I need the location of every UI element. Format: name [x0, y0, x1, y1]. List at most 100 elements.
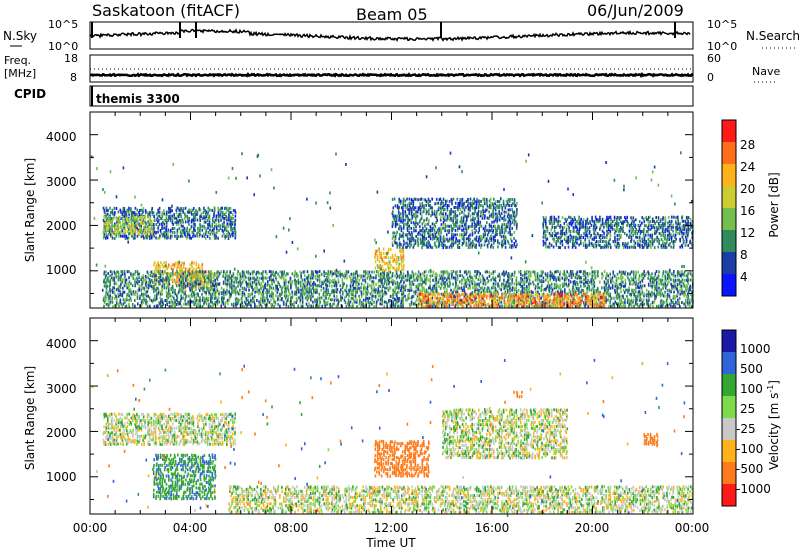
power-cell: [189, 286, 191, 290]
power-cell: [105, 222, 108, 225]
power-cell: [144, 220, 146, 224]
power-cell: [231, 274, 233, 278]
power-cell: [432, 302, 434, 306]
power-cell: [569, 280, 572, 284]
power-cell: [171, 300, 174, 304]
power-cell: [443, 286, 446, 290]
power-cell: [143, 298, 146, 302]
power-cell: [486, 270, 488, 274]
power-cell: [451, 274, 453, 278]
power-cell: [641, 276, 644, 280]
power-cell: [142, 207, 145, 211]
power-cell: [297, 280, 300, 284]
power-cell: [184, 274, 187, 278]
power-cell: [163, 226, 165, 230]
power-cell: [446, 276, 449, 280]
power-cell: [364, 304, 366, 308]
power-cell: [652, 278, 654, 282]
power-cell: [202, 288, 204, 292]
power-cell: [202, 270, 204, 274]
power-cell: [362, 292, 365, 296]
power-cell: [372, 280, 375, 284]
power-cell: [186, 282, 189, 286]
power-cell: [214, 236, 216, 240]
power-cell: [450, 232, 453, 236]
power-cell: [426, 274, 428, 278]
power-cell: [473, 280, 476, 284]
power-cell: [445, 246, 447, 249]
power-cell: [184, 290, 187, 294]
power-cell: [136, 278, 139, 282]
power-cell: [261, 274, 264, 278]
power-cell: [300, 304, 303, 308]
power-cell: [134, 232, 136, 236]
power-cell: [381, 274, 384, 278]
power-cell: [689, 270, 691, 274]
power-cell: [206, 299, 208, 302]
power-cell: [345, 272, 348, 276]
power-cell: [628, 288, 630, 292]
power-cell: [457, 239, 459, 243]
power-cell: [474, 208, 476, 212]
power-cell: [469, 214, 472, 218]
power-cell: [564, 276, 566, 280]
power-cell: [402, 247, 404, 251]
power-cell: [197, 286, 200, 290]
power-cell: [192, 232, 195, 236]
power-cell: [503, 278, 505, 282]
power-cell: [165, 276, 167, 280]
power-cell: [171, 304, 174, 308]
power-cell: [509, 288, 511, 292]
power-cell: [402, 268, 405, 272]
power-cell: [279, 304, 281, 308]
power-cell: [504, 290, 507, 294]
power-cell: [224, 213, 226, 217]
power-cell: [570, 274, 572, 278]
power-cell: [159, 265, 161, 269]
power-cell: [375, 305, 377, 308]
power-cell: [392, 255, 394, 259]
power-cell: [469, 286, 471, 290]
power-cell: [377, 286, 380, 290]
power-cell: [437, 239, 440, 243]
power-cell: [410, 198, 413, 202]
power-cell: [393, 266, 395, 270]
power-cell: [124, 212, 126, 216]
power-cell: [113, 278, 115, 282]
power-cell: [421, 241, 423, 245]
power-cell: [391, 272, 394, 275]
power-cell: [170, 234, 172, 238]
power-cell: [126, 286, 128, 290]
power-cell: [426, 241, 428, 245]
power-cell: [649, 278, 651, 282]
power-cell: [201, 234, 204, 238]
power-cell: [409, 233, 411, 237]
power-cell: [109, 280, 111, 284]
power-cell: [402, 254, 405, 258]
power-cell: [423, 270, 426, 274]
power-cell: [379, 274, 382, 278]
power-cell: [195, 272, 197, 276]
power-cell: [191, 284, 193, 288]
power-cell: [580, 290, 582, 294]
power-cell: [178, 275, 180, 279]
power-cell: [620, 280, 623, 284]
power-cell: [186, 276, 188, 280]
power-cell: [572, 282, 575, 286]
power-cell: [620, 270, 623, 274]
power-cell: [513, 301, 515, 304]
power-cell: [310, 280, 312, 284]
power-cell: [107, 222, 110, 226]
power-cell: [473, 220, 476, 224]
power-cell: [396, 291, 399, 294]
power-cell: [232, 213, 234, 217]
power-cell: [239, 292, 241, 296]
power-cell: [352, 296, 354, 300]
power-cell: [623, 291, 626, 294]
power-cell: [230, 226, 232, 230]
power-cell: [684, 292, 687, 296]
power-cell: [102, 228, 105, 232]
power-cell: [215, 272, 218, 276]
power-cell: [539, 296, 541, 300]
power-cell: [183, 282, 185, 286]
